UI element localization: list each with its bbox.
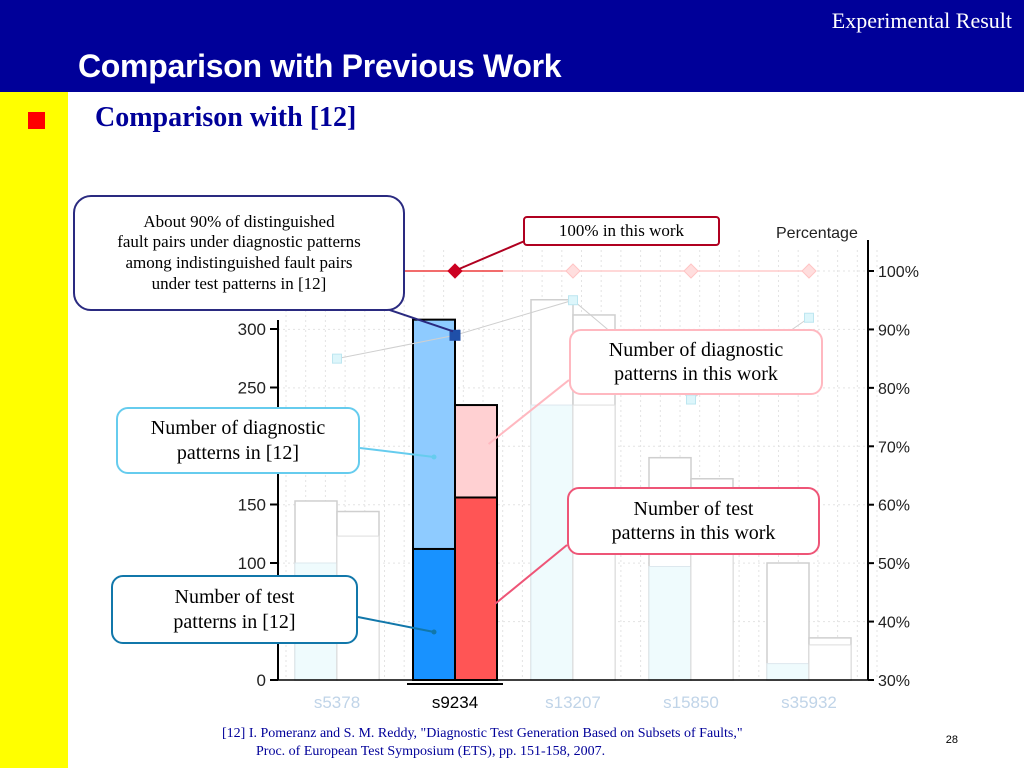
bar-test-this-work [808, 644, 852, 681]
page-number: 28 [945, 734, 958, 746]
point-percentage-this-work [683, 263, 699, 279]
callout-line: Number of diagnostic [608, 338, 784, 361]
reference-line: [12] I. Pomeranz and S. M. Reddy, "Diagn… [222, 726, 743, 741]
x-tick-label: s9234 [432, 693, 478, 712]
point-percentage-12 [332, 353, 342, 364]
header-bar: Experimental Result Comparison with Prev… [0, 0, 1024, 92]
bar-diag-12 [766, 562, 810, 681]
callout-line: fault pairs under diagnostic patterns [117, 232, 361, 252]
reference-line: Proc. of European Test Symposium (ETS), … [256, 744, 606, 759]
callout-line: patterns in [12] [173, 610, 296, 633]
x-tick-label: s5378 [314, 693, 360, 712]
bar-test-12 [530, 404, 574, 681]
x-tick-label: s15850 [663, 693, 719, 712]
bullet-square-icon [28, 112, 45, 129]
leader-dot [431, 629, 437, 635]
callout-line: 100% in this work [558, 220, 685, 240]
point-percentage-12 [686, 394, 696, 405]
x-tick-label: s35932 [781, 693, 837, 712]
right-tick-label: 70% [878, 439, 910, 456]
callout-line: About 90% of distinguished [143, 211, 335, 231]
left-tick-label: 100 [238, 554, 266, 573]
leader-diag-this-work [487, 379, 570, 445]
callout-diag-this-work: Number of diagnostic patterns in this wo… [569, 329, 823, 395]
point-percentage-this-work [565, 263, 581, 279]
callout-line: patterns in this work [611, 522, 776, 544]
right-tick-label: 90% [878, 322, 910, 339]
bar-test-12 [766, 663, 810, 681]
point-percentage-12 [804, 312, 814, 323]
point-percentage-this-work [801, 263, 817, 279]
right-tick-label: 60% [878, 498, 910, 515]
callout-diag-12: Number of diagnostic patterns in [12] [116, 407, 360, 474]
callout-percentage-this-work: 100% in this work [523, 216, 720, 246]
callout-test-this-work: Number of test patterns in this work [567, 487, 820, 555]
callout-test-12: Number of test patterns in [12] [111, 575, 358, 644]
right-tick-label: 40% [878, 615, 910, 632]
x-tick-label: s13207 [545, 693, 601, 712]
right-tick-label: 30% [878, 673, 910, 690]
section-label: Experimental Result [831, 8, 1012, 33]
leader-dot [431, 454, 437, 460]
leader-percentage-this-work [458, 239, 528, 270]
leader-test-this-work [494, 544, 568, 605]
point-percentage-this-work [447, 263, 463, 279]
sidebar-strip [0, 92, 68, 768]
callout-line: patterns in [12] [176, 441, 300, 464]
left-tick-label: 300 [238, 320, 266, 339]
bar-test-12 [412, 547, 456, 682]
point-percentage-12 [568, 295, 578, 306]
right-axis-label: Percentage [776, 225, 858, 242]
right-tick-label: 100% [878, 264, 919, 281]
left-tick-label: 250 [238, 379, 266, 398]
callout-line: among indistinguished fault pairs [125, 253, 353, 272]
left-tick-label: 0 [257, 671, 266, 690]
callout-percentage-12: About 90% of distinguished fault pairs u… [73, 195, 405, 311]
bar-test-12 [648, 566, 692, 681]
right-tick-label: 80% [878, 381, 910, 398]
reference-note: [12] I. Pomeranz and S. M. Reddy, "Diagn… [222, 725, 743, 761]
callout-line: Number of test [633, 497, 754, 520]
slide-title: Comparison with Previous Work [78, 48, 562, 84]
right-tick-label: 50% [878, 556, 910, 573]
callout-line: under test patterns in [12] [151, 273, 327, 293]
left-tick-label: 150 [238, 496, 266, 515]
point-percentage-12 [449, 329, 461, 341]
callout-line: patterns in this work [614, 363, 778, 385]
subtitle: Comparison with [12] [95, 102, 357, 133]
callout-line: Number of diagnostic [150, 417, 326, 440]
callout-line: Number of test [174, 586, 295, 609]
leader-diag-12 [359, 447, 435, 458]
leader-test-12 [357, 616, 435, 633]
bar-test-this-work [454, 496, 498, 682]
